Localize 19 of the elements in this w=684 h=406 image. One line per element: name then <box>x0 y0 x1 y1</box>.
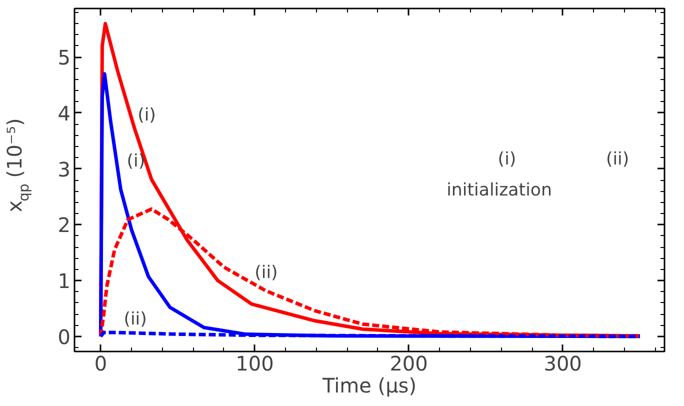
x-axis-title: Time (μs) <box>321 374 417 398</box>
annotation: (i) <box>138 106 156 126</box>
y-tick-label: 5 <box>58 46 71 70</box>
annotation: (ii) <box>254 263 278 284</box>
annotation: (ii) <box>124 310 147 330</box>
x-tick-label: 100 <box>236 352 274 376</box>
x-tick-label: 200 <box>390 352 428 376</box>
annotation: initialization <box>446 180 552 201</box>
x-tick-label: 0 <box>94 352 108 376</box>
annotation: (i) <box>126 151 146 172</box>
y-tick-label: 1 <box>58 269 71 294</box>
annotation: (ii) <box>606 150 630 170</box>
y-tick-label: 0 <box>58 324 71 349</box>
y-tick-label: 4 <box>58 101 71 126</box>
x-tick-label: 300 <box>544 352 582 376</box>
annotation: (i) <box>498 150 516 170</box>
y-axis-title: xqp (10⁻⁵) <box>2 118 32 212</box>
y-tick-label: 2 <box>58 213 71 238</box>
y-tick-label: 3 <box>58 157 71 182</box>
